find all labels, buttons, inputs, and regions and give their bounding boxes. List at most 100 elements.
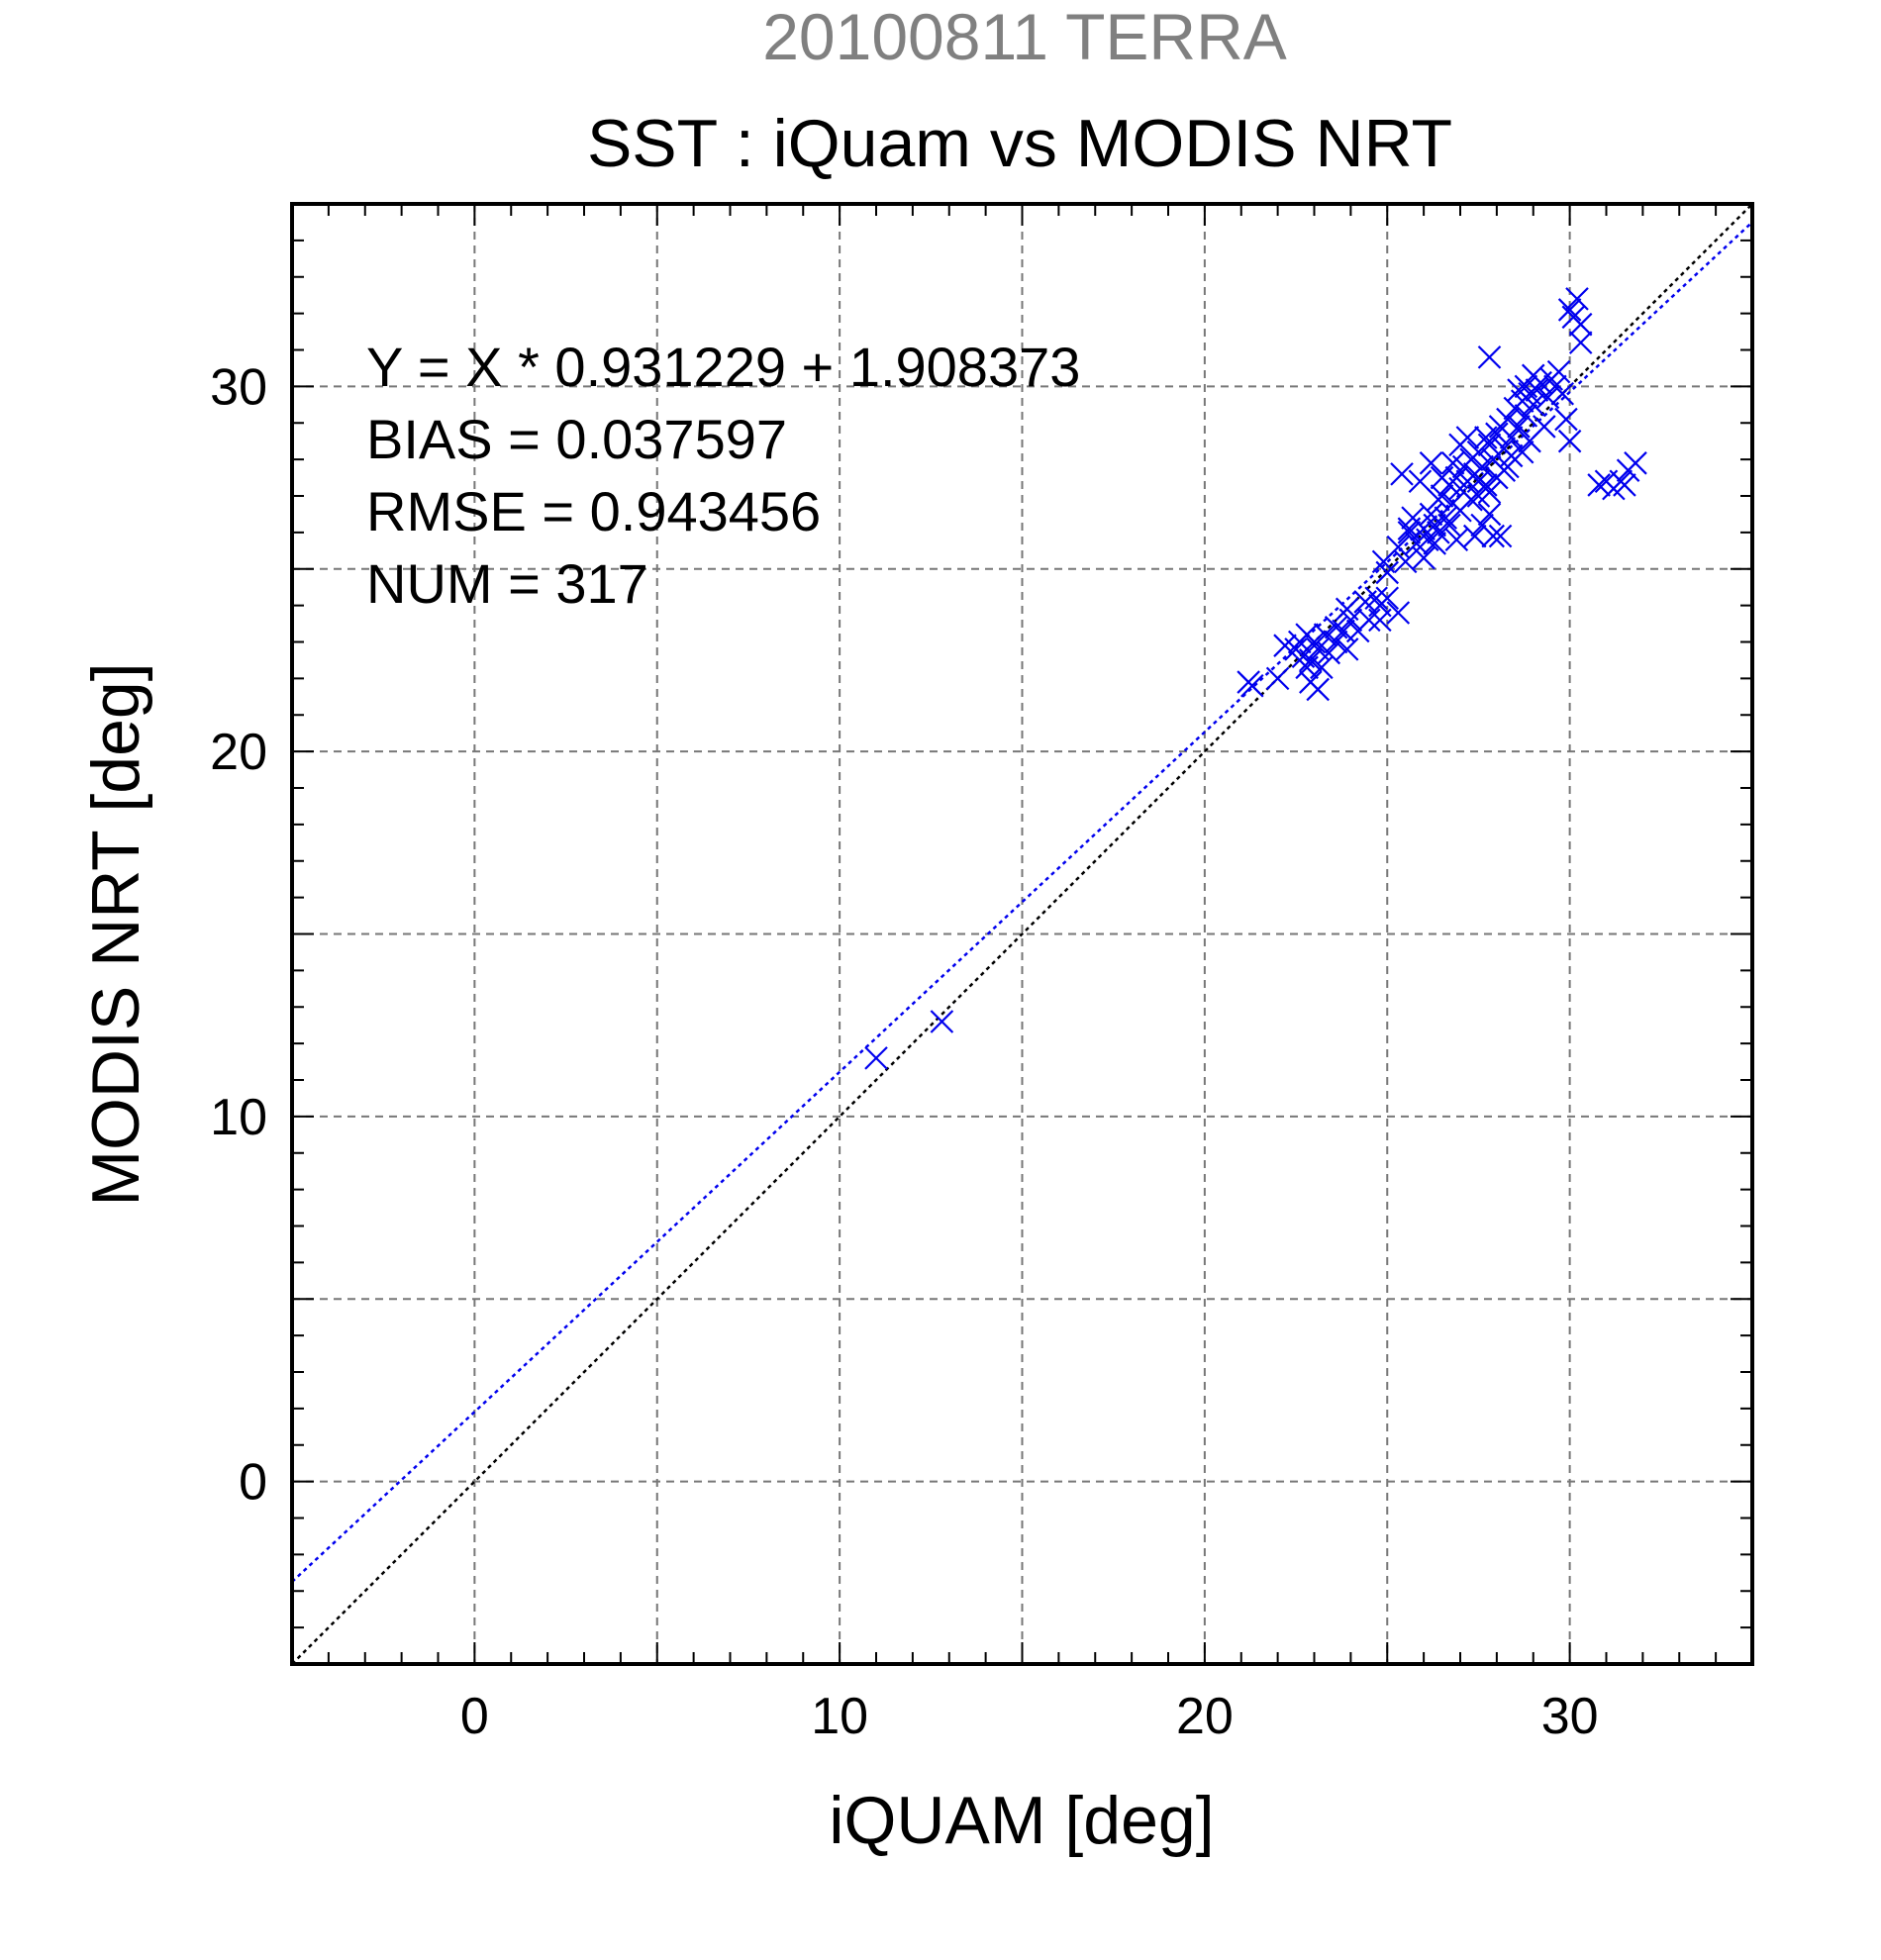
data-point <box>1492 458 1517 482</box>
marker-stroke <box>1533 415 1556 439</box>
data-point <box>1477 480 1502 505</box>
marker-stroke <box>1317 640 1341 665</box>
y-tick-label: 0 <box>239 1454 267 1512</box>
data-point <box>1397 521 1422 544</box>
data-point <box>1390 462 1414 486</box>
marker-stroke <box>1557 298 1582 322</box>
marker-stroke <box>1535 385 1560 410</box>
data-point <box>1546 359 1571 384</box>
data-point <box>864 1046 888 1070</box>
data-point <box>1474 426 1498 449</box>
data-point <box>1533 415 1556 439</box>
marker-stroke <box>1357 608 1381 633</box>
data-point <box>1240 673 1264 698</box>
data-point <box>1568 312 1593 337</box>
marker-stroke <box>1335 637 1359 661</box>
marker-stroke <box>1335 597 1359 622</box>
data-point <box>1265 666 1290 691</box>
marker-stroke <box>1306 677 1330 702</box>
marker-stroke <box>1375 586 1400 611</box>
data-point <box>1335 597 1359 622</box>
marker-stroke <box>1397 521 1422 544</box>
marker-stroke <box>1550 381 1575 406</box>
marker-stroke <box>1514 404 1538 428</box>
data-point <box>1310 655 1334 680</box>
data-point <box>1386 601 1411 625</box>
data-point <box>1462 524 1487 548</box>
marker-stroke <box>1408 469 1433 494</box>
marker-stroke <box>1488 524 1513 548</box>
data-point <box>1535 385 1560 410</box>
marker-stroke <box>1440 451 1465 475</box>
marker-stroke <box>1499 426 1524 449</box>
marker-stroke <box>1430 465 1454 490</box>
marker-stroke <box>1525 378 1549 402</box>
marker-stroke <box>1419 451 1443 475</box>
data-point <box>1448 433 1472 457</box>
marker-stroke <box>1474 473 1498 497</box>
data-point <box>1416 528 1439 552</box>
marker-stroke <box>1470 454 1494 479</box>
data-point <box>1488 524 1513 548</box>
marker-stroke <box>1444 528 1469 552</box>
data-point <box>1440 451 1465 475</box>
data-point <box>1477 345 1502 369</box>
data-point <box>1375 586 1400 611</box>
marker-stroke <box>1624 451 1647 475</box>
data-point <box>1510 440 1534 464</box>
marker-stroke <box>1492 458 1517 482</box>
data-point <box>1419 451 1443 475</box>
data-point <box>1521 363 1545 388</box>
tick-labels: 0 10 20 30 0 10 20 30 <box>210 358 1598 1745</box>
marker-stroke <box>1295 623 1319 646</box>
marker-stroke <box>1434 506 1458 530</box>
marker-stroke <box>1521 393 1545 417</box>
data-point <box>1437 513 1461 538</box>
marker-stroke <box>1554 407 1578 432</box>
marker-stroke <box>1477 345 1502 369</box>
data-points <box>864 287 1647 1070</box>
data-point <box>1434 506 1458 530</box>
stats-num: NUM = 317 <box>366 552 648 615</box>
data-point <box>1408 469 1433 494</box>
marker-stroke <box>1481 524 1505 548</box>
marker-stroke <box>1310 655 1334 680</box>
stats-box: Y = X * 0.931229 + 1.908373 BIAS = 0.037… <box>366 336 1080 615</box>
data-point <box>1430 465 1454 490</box>
data-point <box>1507 415 1531 439</box>
x-tick-label: 30 <box>1541 1688 1599 1745</box>
marker-stroke <box>1386 601 1411 625</box>
marker-stroke <box>1273 634 1297 657</box>
data-point <box>1412 545 1436 570</box>
marker-stroke <box>1587 473 1611 497</box>
marker-stroke <box>1291 644 1316 669</box>
marker-stroke <box>1510 440 1534 464</box>
stats-bias: BIAS = 0.037597 <box>366 408 787 470</box>
data-point <box>1324 630 1348 654</box>
marker-stroke <box>1306 637 1330 661</box>
marker-stroke <box>1462 524 1487 548</box>
data-point <box>1587 473 1611 497</box>
marker-stroke <box>1393 549 1418 574</box>
data-point <box>1444 528 1469 552</box>
marker-stroke <box>1466 469 1491 494</box>
marker-stroke <box>1568 312 1593 337</box>
x-tick-label: 10 <box>811 1688 868 1745</box>
marker-stroke <box>1397 517 1422 540</box>
data-point <box>1357 608 1381 633</box>
data-point <box>1557 429 1582 453</box>
marker-stroke <box>1470 513 1494 538</box>
data-point <box>1568 331 1593 354</box>
grid <box>292 204 1752 1664</box>
marker-stroke <box>1507 415 1531 439</box>
marker-stroke <box>1299 648 1323 672</box>
y-axis-label: MODIS NRT [deg] <box>78 662 153 1206</box>
y-tick-label: 30 <box>210 358 267 416</box>
marker-stroke <box>1477 502 1502 527</box>
stats-rmse: RMSE = 0.943456 <box>366 480 821 542</box>
data-point <box>1313 623 1337 646</box>
data-point <box>1550 381 1575 406</box>
data-point <box>1565 287 1589 311</box>
marker-stroke <box>1240 673 1264 698</box>
